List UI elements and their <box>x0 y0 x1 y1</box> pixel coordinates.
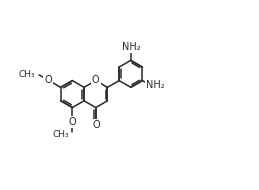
Text: O: O <box>93 120 100 130</box>
Text: O: O <box>44 75 52 85</box>
Text: NH₂: NH₂ <box>146 80 165 90</box>
Text: CH₃: CH₃ <box>53 130 70 139</box>
Text: O: O <box>92 75 99 85</box>
Text: NH₂: NH₂ <box>122 42 140 52</box>
Text: O: O <box>68 117 76 127</box>
Text: CH₃: CH₃ <box>19 70 35 79</box>
